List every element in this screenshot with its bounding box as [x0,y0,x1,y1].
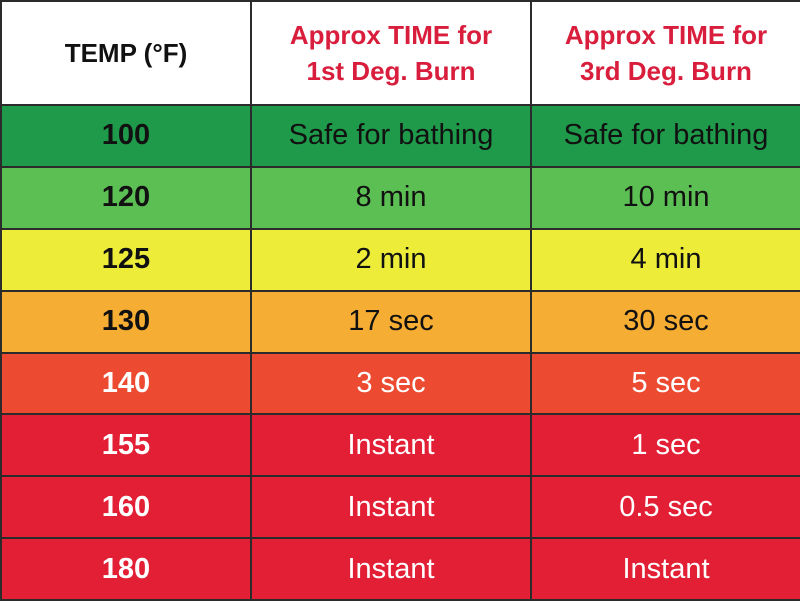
cell-third-degree-time: 0.5 sec [530,475,800,540]
table-row: 155 Instant 1 sec [0,413,800,478]
cell-third-degree-time: 10 min [530,165,800,230]
table-body: 100 Safe for bathing Safe for bathing 12… [0,104,800,601]
table-row: 100 Safe for bathing Safe for bathing [0,104,800,168]
table-row: 180 Instant Instant [0,537,800,601]
header-temp: TEMP (°F) [0,0,252,106]
table-header-row: TEMP (°F) Approx TIME for 1st Deg. Burn … [0,0,800,106]
header-temp-label: TEMP (°F) [64,38,188,68]
cell-first-degree-time: Instant [250,475,532,540]
cell-first-degree-time: 17 sec [250,289,532,354]
cell-first-degree-time: 2 min [250,227,532,292]
cell-first-degree-time: Instant [250,413,532,478]
cell-first-degree-time: Safe for bathing [250,104,532,168]
cell-third-degree-time: Instant [530,537,800,601]
cell-first-degree-time: 8 min [250,165,532,230]
cell-third-degree-time: 5 sec [530,351,800,416]
cell-third-degree-time: 4 min [530,227,800,292]
cell-first-degree-time: Instant [250,537,532,601]
cell-temp: 160 [0,475,252,540]
header-third-degree-line2: 3rd Deg. Burn [580,56,752,86]
table-row: 140 3 sec 5 sec [0,351,800,416]
table-row: 160 Instant 0.5 sec [0,475,800,540]
table-row: 120 8 min 10 min [0,165,800,230]
cell-third-degree-time: 30 sec [530,289,800,354]
header-first-degree-line1: Approx TIME for [289,20,493,50]
cell-third-degree-time: Safe for bathing [530,104,800,168]
cell-temp: 125 [0,227,252,292]
cell-temp: 130 [0,289,252,354]
cell-temp: 155 [0,413,252,478]
table-row: 125 2 min 4 min [0,227,800,292]
header-first-degree-line2: 1st Deg. Burn [306,56,476,86]
cell-temp: 180 [0,537,252,601]
table-row: 130 17 sec 30 sec [0,289,800,354]
cell-temp: 100 [0,104,252,168]
header-third-degree: Approx TIME for 3rd Deg. Burn [530,0,800,106]
header-third-degree-line1: Approx TIME for [564,20,768,50]
cell-third-degree-time: 1 sec [530,413,800,478]
cell-temp: 140 [0,351,252,416]
header-first-degree: Approx TIME for 1st Deg. Burn [250,0,532,106]
cell-first-degree-time: 3 sec [250,351,532,416]
cell-temp: 120 [0,165,252,230]
